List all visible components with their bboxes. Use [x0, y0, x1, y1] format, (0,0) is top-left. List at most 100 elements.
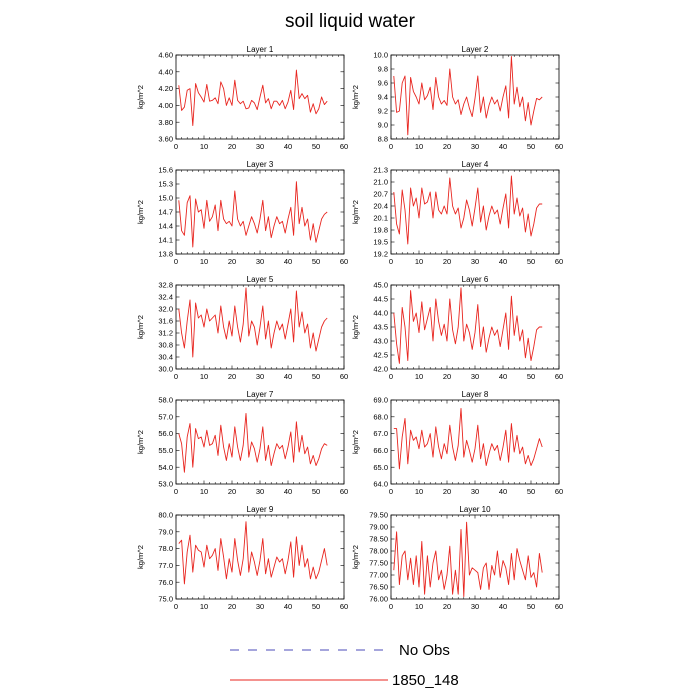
panel-title: Layer 9 — [247, 505, 274, 514]
x-tick-label: 0 — [174, 257, 178, 266]
y-tick-label: 53.0 — [158, 480, 173, 489]
x-tick-label: 60 — [555, 142, 563, 151]
y-tick-label: 20.1 — [373, 214, 388, 223]
y-tick-label: 4.60 — [158, 51, 173, 60]
y-tick-label: 45.0 — [373, 281, 388, 290]
y-tick-label: 79.50 — [369, 511, 388, 520]
series-line-1850-148 — [393, 521, 543, 598]
x-tick-label: 10 — [415, 257, 423, 266]
x-tick-label: 60 — [340, 372, 348, 381]
panel-title: Layer 10 — [459, 505, 491, 514]
x-tick-label: 40 — [499, 257, 507, 266]
y-tick-label: 9.4 — [378, 93, 388, 102]
x-tick-label: 60 — [340, 487, 348, 496]
y-axis-label: kg/m^2 — [136, 85, 145, 109]
y-tick-label: 68.0 — [373, 412, 388, 421]
x-tick-label: 40 — [499, 487, 507, 496]
x-tick-label: 10 — [200, 257, 208, 266]
series-line-1850-148 — [393, 287, 543, 364]
x-tick-label: 50 — [312, 487, 320, 496]
x-tick-label: 20 — [443, 487, 451, 496]
y-axis-label: kg/m^2 — [351, 545, 360, 569]
y-tick-label: 64.0 — [373, 480, 388, 489]
series-line-1850-148 — [178, 181, 328, 248]
x-tick-label: 50 — [527, 257, 535, 266]
y-tick-label: 30.0 — [158, 365, 173, 374]
y-tick-label: 57.0 — [158, 412, 173, 421]
y-axis-label: kg/m^2 — [351, 315, 360, 339]
y-axis-label: kg/m^2 — [351, 430, 360, 454]
y-tick-label: 19.8 — [373, 226, 388, 235]
x-tick-label: 50 — [527, 487, 535, 496]
y-tick-label: 9.8 — [378, 65, 388, 74]
y-tick-label: 58.0 — [158, 396, 173, 405]
series-line-1850-148 — [178, 412, 328, 473]
x-tick-label: 60 — [340, 602, 348, 611]
y-axis-label: kg/m^2 — [351, 200, 360, 224]
x-tick-label: 50 — [312, 372, 320, 381]
y-axis-label: kg/m^2 — [136, 315, 145, 339]
y-tick-label: 9.0 — [378, 121, 388, 130]
panel-title: Layer 8 — [462, 390, 489, 399]
x-tick-label: 20 — [228, 487, 236, 496]
x-tick-label: 40 — [284, 602, 292, 611]
y-tick-label: 3.60 — [158, 135, 173, 144]
y-tick-label: 13.8 — [158, 250, 173, 259]
panel-layer-10: Layer 10 0 10 20 30 40 50 60 76.00 76.50 77.00 77.5… — [351, 505, 563, 611]
y-tick-label: 42.5 — [373, 351, 388, 360]
x-tick-label: 50 — [312, 257, 320, 266]
x-tick-label: 20 — [443, 142, 451, 151]
y-tick-label: 4.20 — [158, 84, 173, 93]
x-tick-label: 30 — [256, 372, 264, 381]
x-tick-label: 30 — [471, 257, 479, 266]
x-tick-label: 30 — [256, 602, 264, 611]
panel-layer-6: Layer 6 0 10 20 30 40 50 60 42.0 42.5 43.0 43.5 44.0… — [351, 275, 563, 381]
y-tick-label: 77.0 — [158, 561, 173, 570]
y-tick-label: 9.6 — [378, 79, 388, 88]
panel-title: Layer 4 — [462, 160, 489, 169]
y-tick-label: 75.0 — [158, 595, 173, 604]
y-tick-label: 31.6 — [158, 317, 173, 326]
y-tick-label: 4.00 — [158, 101, 173, 110]
x-tick-label: 0 — [389, 142, 393, 151]
panel-title: Layer 3 — [247, 160, 274, 169]
legend-label-no-obs: No Obs — [399, 642, 450, 659]
panel-layer-3: Layer 3 0 10 20 30 40 50 60 13.8 14.1 14.4 14.7 15.0… — [136, 160, 348, 266]
x-tick-label: 20 — [443, 602, 451, 611]
x-tick-label: 0 — [389, 372, 393, 381]
y-tick-label: 4.40 — [158, 67, 173, 76]
y-tick-label: 56.0 — [158, 429, 173, 438]
panel-title: Layer 1 — [247, 45, 274, 54]
x-tick-label: 10 — [415, 142, 423, 151]
panel-layer-9: Layer 9 0 10 20 30 40 50 60 75.0 76.0 77.0 78.0 79.0… — [136, 505, 348, 611]
x-tick-label: 50 — [527, 602, 535, 611]
y-tick-label: 42.0 — [373, 365, 388, 374]
y-tick-label: 30.4 — [158, 353, 173, 362]
y-tick-label: 79.00 — [369, 523, 388, 532]
y-tick-label: 66.0 — [373, 446, 388, 455]
y-tick-label: 80.0 — [158, 511, 173, 520]
x-tick-label: 60 — [555, 257, 563, 266]
y-tick-label: 14.7 — [158, 208, 173, 217]
x-tick-label: 40 — [284, 257, 292, 266]
x-tick-label: 0 — [174, 602, 178, 611]
y-tick-label: 19.2 — [373, 250, 388, 259]
y-tick-label: 30.8 — [158, 341, 173, 350]
y-tick-label: 15.0 — [158, 194, 173, 203]
x-tick-label: 60 — [340, 257, 348, 266]
x-tick-label: 10 — [415, 602, 423, 611]
x-tick-label: 0 — [389, 257, 393, 266]
x-tick-label: 50 — [527, 372, 535, 381]
x-tick-label: 60 — [340, 142, 348, 151]
y-tick-label: 78.00 — [369, 547, 388, 556]
y-tick-label: 55.0 — [158, 446, 173, 455]
panel-layer-7: Layer 7 0 10 20 30 40 50 60 53.0 54.0 55.0 56.0 57.0… — [136, 390, 348, 496]
y-tick-label: 14.4 — [158, 222, 173, 231]
x-tick-label: 10 — [200, 487, 208, 496]
x-tick-label: 40 — [499, 372, 507, 381]
x-tick-label: 20 — [228, 257, 236, 266]
y-tick-label: 77.50 — [369, 559, 388, 568]
series-line-1850-148 — [393, 175, 543, 245]
y-tick-label: 76.0 — [158, 578, 173, 587]
